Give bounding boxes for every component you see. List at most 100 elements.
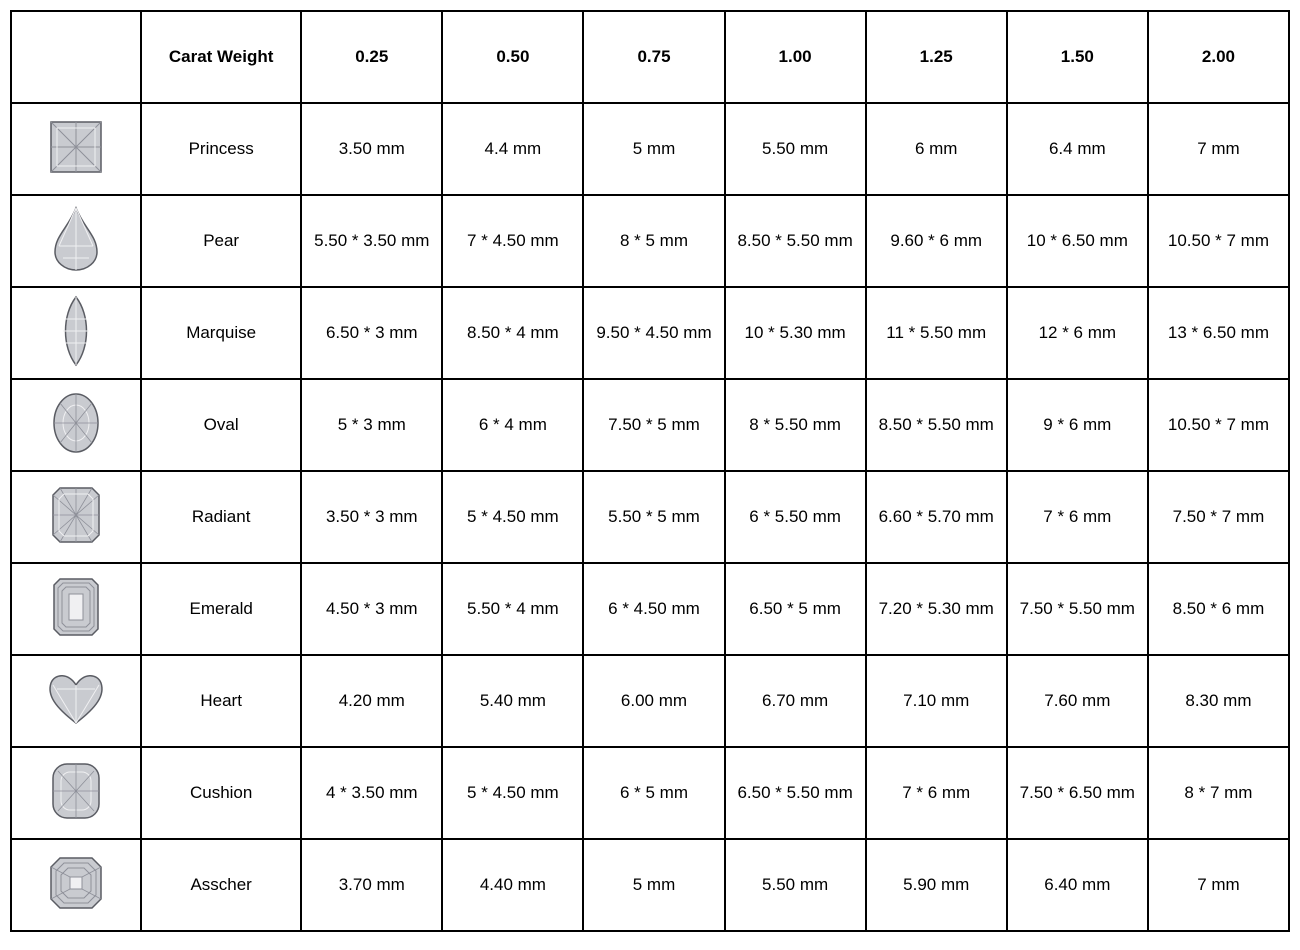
size-cell: 8 * 7 mm: [1148, 747, 1289, 839]
size-cell: 3.50 mm: [301, 103, 442, 195]
size-cell: 6 * 4 mm: [442, 379, 583, 471]
table-row: Radiant3.50 * 3 mm5 * 4.50 mm5.50 * 5 mm…: [11, 471, 1289, 563]
marquise-diamond-icon: [58, 295, 94, 367]
size-cell: 4 * 3.50 mm: [301, 747, 442, 839]
size-cell: 10.50 * 7 mm: [1148, 379, 1289, 471]
size-cell: 7.50 * 7 mm: [1148, 471, 1289, 563]
size-cell: 7.50 * 5 mm: [583, 379, 724, 471]
size-cell: 5.50 * 3.50 mm: [301, 195, 442, 287]
size-cell: 4.4 mm: [442, 103, 583, 195]
size-cell: 9.50 * 4.50 mm: [583, 287, 724, 379]
table-row: Oval5 * 3 mm6 * 4 mm7.50 * 5 mm8 * 5.50 …: [11, 379, 1289, 471]
carat-header: 0.25: [301, 11, 442, 103]
shape-icon-cell: [11, 563, 141, 655]
size-cell: 6.40 mm: [1007, 839, 1148, 931]
carat-header: 0.50: [442, 11, 583, 103]
emerald-diamond-icon: [51, 576, 101, 638]
shape-name-cell: Radiant: [141, 471, 301, 563]
size-cell: 9 * 6 mm: [1007, 379, 1148, 471]
princess-diamond-icon: [49, 120, 103, 174]
size-cell: 8 * 5.50 mm: [725, 379, 866, 471]
size-cell: 7 * 6 mm: [1007, 471, 1148, 563]
header-label-cell: Carat Weight: [141, 11, 301, 103]
carat-header: 1.25: [866, 11, 1007, 103]
size-cell: 8.50 * 4 mm: [442, 287, 583, 379]
table-row: Marquise6.50 * 3 mm8.50 * 4 mm9.50 * 4.5…: [11, 287, 1289, 379]
shape-icon-cell: [11, 287, 141, 379]
pear-diamond-icon: [53, 206, 99, 272]
radiant-diamond-icon: [50, 485, 102, 545]
shape-icon-cell: [11, 103, 141, 195]
size-cell: 5 mm: [583, 103, 724, 195]
carat-header: 2.00: [1148, 11, 1289, 103]
cushion-diamond-icon: [50, 761, 102, 821]
size-cell: 7 mm: [1148, 839, 1289, 931]
size-cell: 5.50 * 5 mm: [583, 471, 724, 563]
size-cell: 6.70 mm: [725, 655, 866, 747]
table-row: Asscher3.70 mm4.40 mm5 mm5.50 mm5.90 mm6…: [11, 839, 1289, 931]
shape-icon-cell: [11, 655, 141, 747]
size-cell: 5 * 4.50 mm: [442, 471, 583, 563]
size-cell: 6.50 * 5 mm: [725, 563, 866, 655]
size-cell: 7.20 * 5.30 mm: [866, 563, 1007, 655]
size-cell: 5.40 mm: [442, 655, 583, 747]
size-cell: 8.30 mm: [1148, 655, 1289, 747]
size-cell: 8.50 * 5.50 mm: [725, 195, 866, 287]
shape-name-cell: Princess: [141, 103, 301, 195]
size-cell: 9.60 * 6 mm: [866, 195, 1007, 287]
size-cell: 5.50 mm: [725, 839, 866, 931]
asscher-diamond-icon: [48, 855, 104, 911]
size-cell: 5 mm: [583, 839, 724, 931]
carat-header: 0.75: [583, 11, 724, 103]
size-cell: 6.4 mm: [1007, 103, 1148, 195]
size-cell: 10 * 6.50 mm: [1007, 195, 1148, 287]
size-cell: 6.60 * 5.70 mm: [866, 471, 1007, 563]
size-cell: 13 * 6.50 mm: [1148, 287, 1289, 379]
shape-name-cell: Asscher: [141, 839, 301, 931]
size-cell: 8.50 * 5.50 mm: [866, 379, 1007, 471]
shape-name-cell: Heart: [141, 655, 301, 747]
size-cell: 5.50 mm: [725, 103, 866, 195]
header-blank-cell: [11, 11, 141, 103]
table-row: Heart4.20 mm5.40 mm6.00 mm6.70 mm7.10 mm…: [11, 655, 1289, 747]
size-cell: 6 * 5.50 mm: [725, 471, 866, 563]
size-cell: 6 mm: [866, 103, 1007, 195]
shape-name-cell: Emerald: [141, 563, 301, 655]
carat-header: 1.50: [1007, 11, 1148, 103]
size-cell: 5.90 mm: [866, 839, 1007, 931]
size-cell: 5.50 * 4 mm: [442, 563, 583, 655]
table-row: Princess3.50 mm4.4 mm5 mm5.50 mm6 mm6.4 …: [11, 103, 1289, 195]
header-row: Carat Weight 0.25 0.50 0.75 1.00 1.25 1.…: [11, 11, 1289, 103]
shape-icon-cell: [11, 379, 141, 471]
shape-icon-cell: [11, 747, 141, 839]
diamond-size-chart-table: Carat Weight 0.25 0.50 0.75 1.00 1.25 1.…: [10, 10, 1290, 932]
size-cell: 6 * 4.50 mm: [583, 563, 724, 655]
size-cell: 6.50 * 5.50 mm: [725, 747, 866, 839]
size-cell: 6.00 mm: [583, 655, 724, 747]
size-cell: 6 * 5 mm: [583, 747, 724, 839]
shape-icon-cell: [11, 471, 141, 563]
size-cell: 7 * 6 mm: [866, 747, 1007, 839]
size-cell: 7.50 * 5.50 mm: [1007, 563, 1148, 655]
table-row: Pear5.50 * 3.50 mm7 * 4.50 mm8 * 5 mm8.5…: [11, 195, 1289, 287]
size-cell: 6.50 * 3 mm: [301, 287, 442, 379]
size-cell: 10 * 5.30 mm: [725, 287, 866, 379]
size-cell: 8 * 5 mm: [583, 195, 724, 287]
size-cell: 11 * 5.50 mm: [866, 287, 1007, 379]
shape-icon-cell: [11, 195, 141, 287]
shape-name-cell: Oval: [141, 379, 301, 471]
size-cell: 3.70 mm: [301, 839, 442, 931]
size-cell: 8.50 * 6 mm: [1148, 563, 1289, 655]
shape-name-cell: Pear: [141, 195, 301, 287]
size-cell: 4.40 mm: [442, 839, 583, 931]
size-cell: 7.60 mm: [1007, 655, 1148, 747]
size-cell: 7.10 mm: [866, 655, 1007, 747]
size-cell: 7.50 * 6.50 mm: [1007, 747, 1148, 839]
size-cell: 4.50 * 3 mm: [301, 563, 442, 655]
carat-header: 1.00: [725, 11, 866, 103]
size-cell: 10.50 * 7 mm: [1148, 195, 1289, 287]
size-cell: 5 * 4.50 mm: [442, 747, 583, 839]
size-cell: 5 * 3 mm: [301, 379, 442, 471]
size-cell: 3.50 * 3 mm: [301, 471, 442, 563]
oval-diamond-icon: [51, 391, 101, 455]
